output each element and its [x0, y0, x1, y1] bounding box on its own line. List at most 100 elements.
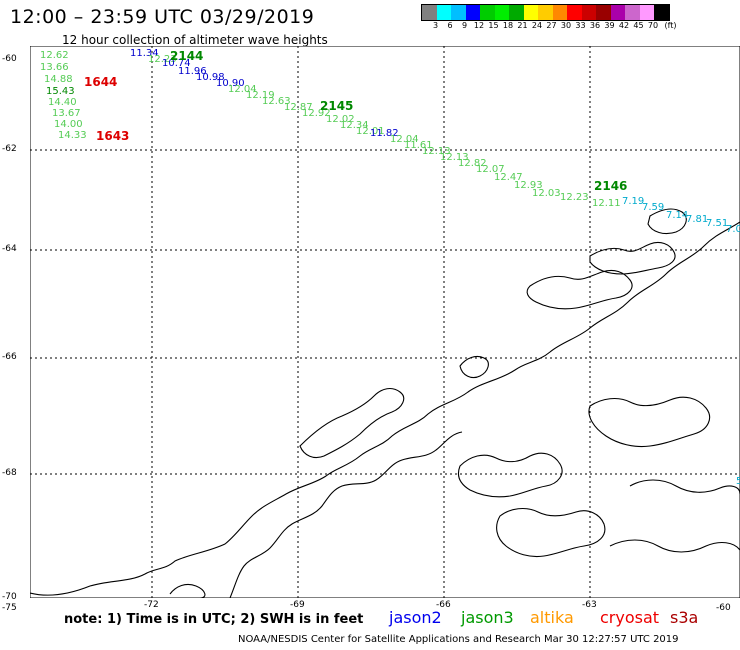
- color-swatch: [422, 5, 437, 20]
- footer-note: note: 1) Time is in UTC; 2) SWH is in fe…: [64, 612, 364, 627]
- color-scale-label: 9: [461, 21, 468, 30]
- latitude-label: -70: [2, 592, 17, 602]
- wave-height-value: 11.34: [130, 48, 159, 59]
- wave-height-value: 12.19: [246, 90, 275, 101]
- coast-peninsula: [229, 431, 463, 598]
- color-scale-label: 30: [560, 21, 572, 30]
- color-scale-label: 33: [575, 21, 586, 30]
- wave-height-value: 7.51: [706, 218, 728, 229]
- wave-height-value: 12.11: [592, 198, 621, 209]
- wave-height-value: 7.14: [666, 210, 688, 221]
- wave-height-value: 14.88: [44, 74, 73, 85]
- color-swatch: [465, 5, 480, 20]
- island-4: [589, 241, 676, 275]
- latitude-label: -64: [2, 244, 17, 254]
- wave-height-map: 12.6213.6614.8815.4314.4013.6714.0014.33…: [30, 46, 740, 598]
- pass-time-label: 1644: [84, 75, 117, 89]
- legend-item-cryosat: cryosat: [600, 608, 660, 627]
- pass-time-label: 1643: [96, 129, 129, 143]
- color-scale-label: 21: [517, 21, 528, 30]
- inlet-2: [496, 507, 606, 558]
- latitude-label: -62: [2, 144, 17, 154]
- wave-height-value: 12.01: [356, 126, 385, 137]
- color-scale-label: 6: [447, 21, 453, 30]
- wave-height-value: 11.96: [178, 66, 207, 77]
- color-scale-label: (ft): [664, 21, 677, 30]
- wave-height-value: 11.82: [370, 128, 399, 139]
- color-swatch: [538, 5, 553, 20]
- wave-height-value: 12.62: [40, 50, 69, 61]
- color-scale-bar: [421, 4, 670, 21]
- wave-height-value: 12.04: [390, 134, 419, 145]
- footer-credit: NOAA/NESDIS Center for Satellite Applica…: [238, 634, 679, 645]
- graticule: [30, 46, 740, 598]
- coast-east: [629, 479, 740, 495]
- wave-height-value: 7.19: [622, 196, 644, 207]
- color-swatch: [610, 5, 625, 20]
- color-scale-label: 12: [473, 21, 485, 30]
- wave-height-value: 12.34: [340, 120, 369, 131]
- wave-height-value: 12.87: [284, 102, 313, 113]
- island-3: [526, 269, 633, 310]
- wave-height-value: 12.02: [326, 114, 355, 125]
- map-title: 12:00 – 23:59 UTC 03/29/2019: [10, 6, 315, 28]
- color-scale-label: 24: [531, 21, 543, 30]
- wave-height-value: 12.47: [494, 172, 523, 183]
- longitude-label: -63: [582, 600, 597, 610]
- color-scale-label: 45: [633, 21, 644, 30]
- longitude-label: -72: [144, 600, 159, 610]
- wave-height-value: 12.04: [228, 84, 257, 95]
- pass-time-label: 2146: [594, 179, 627, 193]
- wave-height-value: 12.13: [440, 152, 469, 163]
- color-scale-label: 39: [604, 21, 615, 30]
- wave-height-value: 7.81: [686, 214, 708, 225]
- color-swatch: [523, 5, 538, 20]
- wave-height-value: 10.90: [216, 78, 245, 89]
- color-swatch: [567, 5, 582, 20]
- color-scale-labels: 3 6 9 12 15 18 21 24 27 30 33 36 39 42 45 70 (ft): [421, 21, 740, 33]
- wave-height-value: 12.93: [514, 180, 543, 191]
- wave-height-value: 12.63: [262, 96, 291, 107]
- wave-height-value: 10.74: [162, 58, 191, 69]
- color-swatch: [480, 5, 495, 20]
- legend-item-jason2: jason2: [389, 608, 442, 627]
- wave-height-value: 12.07: [476, 164, 505, 175]
- island-5: [647, 208, 687, 235]
- legend-item-altika: altika: [530, 608, 574, 627]
- color-swatch: [436, 5, 451, 20]
- wave-height-value: 10.98: [196, 72, 225, 83]
- pass-time-label: 2144: [170, 49, 203, 63]
- wave-height-value: 13.66: [40, 62, 69, 73]
- color-swatch: [581, 5, 596, 20]
- wave-height-value: 12.13: [422, 146, 451, 157]
- wave-height-value: 7.59: [642, 202, 664, 213]
- wave-height-value: 11.61: [404, 140, 433, 151]
- wave-height-value: 7.0: [726, 224, 740, 235]
- island-2: [459, 355, 489, 379]
- island-1: [299, 387, 405, 459]
- color-scale-label: 36: [589, 21, 601, 30]
- latitude-label: -66: [2, 352, 17, 362]
- color-scale-label: 27: [546, 21, 557, 30]
- color-swatch: [451, 5, 466, 20]
- wave-height-value: 12.23: [560, 192, 589, 203]
- latitude-label: -60: [2, 54, 17, 64]
- color-scale-label: 15: [488, 21, 499, 30]
- wave-height-value: 13.67: [52, 108, 81, 119]
- legend-item-s3a: s3a: [670, 608, 699, 627]
- color-swatch: [552, 5, 567, 20]
- pass-time-label: 2145: [320, 99, 353, 113]
- color-scale-label: 18: [502, 21, 514, 30]
- coast-sw: [169, 583, 206, 598]
- color-swatch: [654, 5, 669, 20]
- wave-height-value: 15.43: [46, 86, 75, 97]
- longitude-label: -60: [716, 603, 731, 613]
- wave-height-value: 14.33: [58, 130, 87, 141]
- map-subtitle: 12 hour collection of altimeter wave hei…: [62, 33, 328, 47]
- longitude-label: -69: [290, 600, 305, 610]
- wave-height-value: 14.00: [54, 119, 83, 130]
- color-scale-label: 3: [432, 21, 439, 30]
- color-scale-label: 42: [618, 21, 630, 30]
- longitude-label: -75: [2, 603, 17, 613]
- latitude-label: -68: [2, 468, 17, 478]
